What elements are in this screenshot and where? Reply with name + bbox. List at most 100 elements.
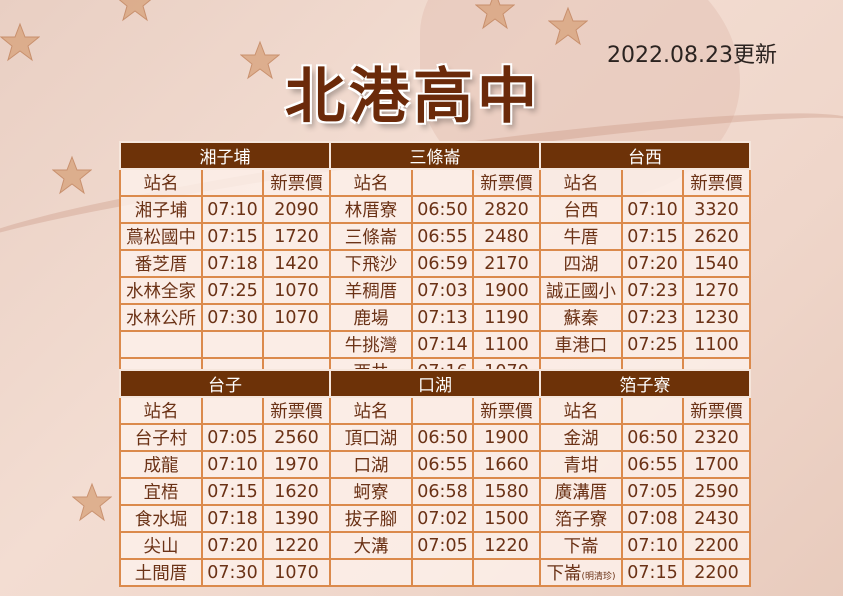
- time-value: 07:15: [627, 226, 678, 247]
- time-value: 07:05: [627, 481, 678, 502]
- route-name: 湘子埔: [119, 141, 331, 170]
- route-name: 三條崙: [329, 141, 541, 170]
- station-value: 青坩: [563, 456, 599, 476]
- update-date: 2022.08.23更新: [607, 43, 777, 68]
- price-cell: 1100: [682, 330, 751, 359]
- time-value: 07:18: [207, 253, 258, 274]
- time-cell: 07:25: [201, 276, 264, 305]
- station-value: 成龍: [143, 456, 179, 476]
- price-cell: [262, 330, 331, 359]
- table-row: 湘子埔 07:10 2090 林厝寮 06:50 2820 台西 07:10 3320: [119, 195, 751, 224]
- station-value: 台子村: [134, 429, 188, 449]
- price-value: 2170: [484, 253, 529, 274]
- time-cell: 06:55: [411, 222, 474, 251]
- price-cell: 1230: [682, 303, 751, 332]
- price-cell: 2480: [472, 222, 541, 251]
- station-value: 宜梧: [143, 483, 179, 503]
- station-cell: 大溝: [329, 531, 413, 560]
- time-value: 07:05: [417, 535, 468, 556]
- price-value: 2590: [694, 481, 739, 502]
- price-value: 2320: [694, 427, 739, 448]
- station-cell: 番芝厝: [119, 249, 203, 278]
- station-cell: 水林全家: [119, 276, 203, 305]
- station-value: 下飛沙: [344, 255, 398, 275]
- price-header: 新票價: [262, 168, 331, 197]
- price-cell: 2820: [472, 195, 541, 224]
- station-header: 站名: [119, 168, 203, 197]
- station-cell: 拔子腳: [329, 504, 413, 533]
- price-header: 新票價: [472, 396, 541, 425]
- price-value: 1070: [274, 307, 319, 328]
- station-cell: [329, 558, 413, 587]
- station-header: 站名: [539, 168, 623, 197]
- column-header-row: 站名 新票價 站名 新票價 站名 新票價: [119, 396, 751, 425]
- station-value: 牛厝: [563, 228, 599, 248]
- station-value: 口湖: [353, 456, 389, 476]
- time-value: 06:55: [417, 226, 468, 247]
- table-row: 牛挑灣 07:14 1100 車港口 07:25 1100: [119, 330, 751, 359]
- time-cell: 06:58: [411, 477, 474, 506]
- price-cell: 1580: [472, 477, 541, 506]
- station-cell: 台西: [539, 195, 623, 224]
- time-value: 07:15: [207, 481, 258, 502]
- star-icon: [115, 0, 155, 22]
- station-cell: 台子村: [119, 423, 203, 452]
- time-value: 07:20: [207, 535, 258, 556]
- time-value: 07:25: [627, 334, 678, 355]
- price-cell: 1970: [262, 450, 331, 479]
- price-cell: 1220: [262, 531, 331, 560]
- price-cell: [472, 558, 541, 587]
- station-cell: 口湖: [329, 450, 413, 479]
- station-value: 廣溝厝: [554, 483, 608, 503]
- time-cell: 07:15: [201, 477, 264, 506]
- station-cell: 四湖: [539, 249, 623, 278]
- time-value: 07:13: [417, 307, 468, 328]
- price-cell: 2620: [682, 222, 751, 251]
- star-icon: [548, 6, 588, 46]
- station-cell: 林厝寮: [329, 195, 413, 224]
- station-cell: 青坩: [539, 450, 623, 479]
- schedule-table-bottom: 台子 口湖 箔子寮 站名 新票價 站名 新票價 站名 新票價 台子村 07:05 2560 頂口湖 06:…: [119, 369, 751, 587]
- time-value: 06:50: [417, 427, 468, 448]
- station-value: 四湖: [563, 255, 599, 275]
- price-cell: 1220: [472, 531, 541, 560]
- price-cell: 1390: [262, 504, 331, 533]
- time-cell: 07:10: [201, 450, 264, 479]
- route-name: 口湖: [329, 369, 541, 398]
- time-value: 06:50: [627, 427, 678, 448]
- time-value: 06:58: [417, 481, 468, 502]
- station-cell: 下飛沙: [329, 249, 413, 278]
- schedule-table-top: 湘子埔 三條崙 台西 站名 新票價 站名 新票價 站名 新票價 湘子埔 07:10 2090 林厝寮 06…: [119, 141, 751, 386]
- station-value: 尖山: [143, 537, 179, 557]
- price-cell: 1660: [472, 450, 541, 479]
- table-row: 食水堀 07:18 1390 拔子腳 07:02 1500 箔子寮 07:08 2430: [119, 504, 751, 533]
- time-header: [411, 168, 474, 197]
- table-row: 番芝厝 07:18 1420 下飛沙 06:59 2170 四湖 07:20 1540: [119, 249, 751, 278]
- station-note: (明清珍): [581, 572, 616, 582]
- station-value: 蔦松國中: [126, 228, 196, 248]
- time-value: 06:50: [417, 199, 468, 220]
- time-cell: 07:18: [201, 249, 264, 278]
- price-value: 1390: [274, 508, 319, 529]
- time-cell: 06:50: [411, 423, 474, 452]
- price-cell: 3320: [682, 195, 751, 224]
- time-cell: 07:05: [201, 423, 264, 452]
- station-value: 拔子腳: [344, 510, 398, 530]
- price-value: 1900: [484, 427, 529, 448]
- time-cell: 07:10: [201, 195, 264, 224]
- table-row: 台子村 07:05 2560 頂口湖 06:50 1900 金湖 06:50 2320: [119, 423, 751, 452]
- time-header: [201, 168, 264, 197]
- price-value: 1970: [274, 454, 319, 475]
- route-name: 箔子寮: [539, 369, 751, 398]
- station-header: 站名: [329, 168, 413, 197]
- time-value: 07:15: [627, 562, 678, 583]
- price-value: 2200: [694, 562, 739, 583]
- time-cell: 07:14: [411, 330, 474, 359]
- time-header: [201, 396, 264, 425]
- price-cell: 1070: [262, 558, 331, 587]
- time-cell: 06:55: [621, 450, 684, 479]
- station-cell: 湘子埔: [119, 195, 203, 224]
- station-cell: 誠正國小: [539, 276, 623, 305]
- price-cell: 2560: [262, 423, 331, 452]
- time-value: 07:18: [207, 508, 258, 529]
